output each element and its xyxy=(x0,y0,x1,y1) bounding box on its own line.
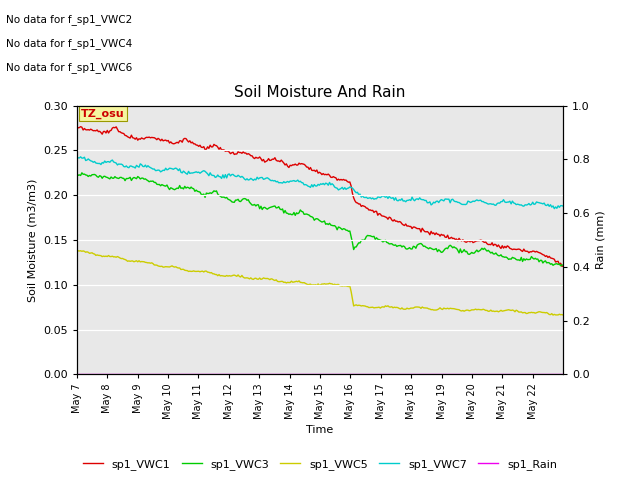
sp1_VWC7 xyxy=(558,203,566,209)
sp1_VWC1 xyxy=(556,262,563,267)
Line: sp1_VWC3: sp1_VWC3 xyxy=(77,173,563,266)
Line: sp1_VWC5: sp1_VWC5 xyxy=(77,250,563,315)
sp1_VWC3 xyxy=(324,222,332,228)
Text: No data for f_sp1_VWC4: No data for f_sp1_VWC4 xyxy=(6,38,132,49)
sp1_VWC1 xyxy=(558,264,566,269)
sp1_Rain xyxy=(420,372,428,377)
sp1_VWC5 xyxy=(73,247,81,253)
sp1_VWC3 xyxy=(73,171,81,177)
sp1_VWC7 xyxy=(550,206,558,212)
sp1_VWC7 xyxy=(73,156,81,161)
Text: No data for f_sp1_VWC2: No data for f_sp1_VWC2 xyxy=(6,14,132,25)
sp1_VWC5 xyxy=(420,305,428,311)
sp1_VWC1 xyxy=(323,172,331,178)
sp1_VWC5 xyxy=(323,281,331,287)
sp1_VWC1 xyxy=(105,130,113,136)
sp1_VWC3 xyxy=(558,262,566,268)
sp1_Rain xyxy=(492,372,500,377)
Y-axis label: Soil Moisture (m3/m3): Soil Moisture (m3/m3) xyxy=(28,178,38,302)
sp1_VWC3 xyxy=(106,176,114,182)
sp1_VWC5 xyxy=(557,312,564,318)
sp1_VWC1 xyxy=(90,128,97,133)
sp1_VWC7 xyxy=(559,203,567,209)
sp1_Rain xyxy=(556,372,563,377)
sp1_VWC3 xyxy=(493,252,501,258)
sp1_Rain xyxy=(90,372,97,377)
sp1_VWC7 xyxy=(106,159,114,165)
Text: TZ_osu: TZ_osu xyxy=(81,108,125,119)
sp1_VWC1 xyxy=(73,123,81,129)
sp1_VWC7 xyxy=(77,154,84,160)
Title: Soil Moisture And Rain: Soil Moisture And Rain xyxy=(234,85,406,100)
sp1_Rain xyxy=(105,372,113,377)
sp1_VWC7 xyxy=(91,159,99,165)
sp1_VWC1 xyxy=(492,242,500,248)
Legend: sp1_VWC1, sp1_VWC3, sp1_VWC5, sp1_VWC7, sp1_Rain: sp1_VWC1, sp1_VWC3, sp1_VWC5, sp1_VWC7, … xyxy=(79,455,561,474)
sp1_VWC5 xyxy=(90,251,97,256)
sp1_VWC7 xyxy=(324,182,332,188)
sp1_VWC5 xyxy=(492,309,500,314)
sp1_VWC3 xyxy=(421,243,429,249)
Line: sp1_VWC1: sp1_VWC1 xyxy=(77,126,563,266)
sp1_VWC5 xyxy=(549,312,557,318)
Text: No data for f_sp1_VWC6: No data for f_sp1_VWC6 xyxy=(6,62,132,73)
sp1_Rain xyxy=(559,372,567,377)
sp1_VWC1 xyxy=(559,263,567,269)
sp1_VWC5 xyxy=(559,312,567,318)
Line: sp1_VWC7: sp1_VWC7 xyxy=(77,157,563,209)
X-axis label: Time: Time xyxy=(307,425,333,435)
sp1_VWC3 xyxy=(91,171,99,177)
sp1_VWC7 xyxy=(421,198,429,204)
sp1_VWC3 xyxy=(78,170,86,176)
sp1_VWC1 xyxy=(420,227,428,233)
sp1_VWC7 xyxy=(493,201,501,206)
sp1_VWC3 xyxy=(559,262,567,268)
sp1_Rain xyxy=(73,372,81,377)
sp1_Rain xyxy=(323,372,331,377)
sp1_VWC3 xyxy=(557,263,564,269)
sp1_VWC5 xyxy=(105,252,113,258)
Y-axis label: Rain (mm): Rain (mm) xyxy=(596,211,605,269)
